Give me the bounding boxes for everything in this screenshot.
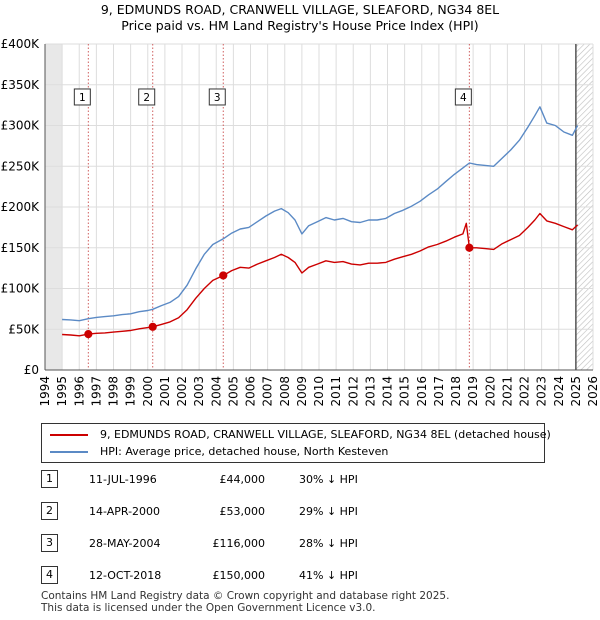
sale-hpi-diff: 28% ↓ HPI [299, 537, 358, 550]
legend-label-hpi: HPI: Average price, detached house, Nort… [100, 445, 389, 458]
y-tick-label: £350K [1, 78, 41, 92]
table-row: 2 14-APR-2000 £53,000 29% ↓ HPI [41, 502, 561, 522]
x-tick-label: 1994 [38, 376, 52, 407]
sale-hpi-diff: 30% ↓ HPI [299, 473, 358, 486]
sale-point [465, 243, 474, 252]
x-tick-label: 2000 [141, 376, 155, 407]
sale-number-box [138, 88, 156, 106]
x-tick-label: 2008 [278, 376, 292, 407]
y-tick-label: £50K [8, 322, 40, 336]
sale-price: £150,000 [212, 569, 266, 582]
x-tick-label: 1996 [72, 376, 86, 407]
y-tick-label: £100K [1, 282, 41, 296]
title-line-1: 9, EDMUNDS ROAD, CRANWELL VILLAGE, SLEAF… [100, 2, 500, 17]
sale-number-label: 2 [143, 92, 150, 104]
legend-label-property: 9, EDMUNDS ROAD, CRANWELL VILLAGE, SLEAF… [100, 428, 551, 441]
sale-number-label: 1 [79, 92, 86, 104]
sale-point [84, 330, 93, 339]
y-tick-label: £300K [1, 119, 41, 133]
x-tick-label: 2014 [381, 376, 395, 407]
sale-number: 1 [41, 470, 58, 488]
sale-number-label: 3 [214, 92, 221, 104]
price-chart: £0 £50K £100K £150K £200K £250K £300K £350K £400… [1, 37, 600, 407]
x-tick-label: 2002 [175, 376, 189, 407]
x-tick-label: 2005 [226, 376, 240, 407]
x-tick-label: 2022 [518, 376, 532, 407]
sale-price: £44,000 [219, 473, 266, 486]
x-tick-label: 2021 [500, 376, 514, 407]
hpi-line [62, 106, 579, 322]
chart-legend: 9, EDMUNDS ROAD, CRANWELL VILLAGE, SLEAF… [41, 423, 551, 463]
x-tick-label: 2015 [398, 376, 412, 407]
y-tick-label: £400K [1, 37, 41, 51]
x-tick-label: 1998 [107, 376, 121, 407]
sale-number-box [208, 88, 226, 106]
sale-number-box [73, 88, 91, 106]
sale-number: 2 [41, 502, 58, 520]
sale-date: 28-MAY-2004 [89, 537, 161, 550]
sale-point [219, 271, 228, 280]
legend-swatch-red [50, 434, 88, 436]
chart-title: 9, EDMUNDS ROAD, CRANWELL VILLAGE, SLEAF… [0, 2, 600, 34]
x-tick-label: 2019 [466, 376, 480, 407]
y-tick-label: £0 [24, 363, 39, 377]
x-tick-label: 1995 [55, 376, 69, 407]
x-tick-label: 2010 [312, 376, 326, 407]
x-tick-label: 1999 [124, 376, 138, 407]
footer-line-1: Contains HM Land Registry data © Crown c… [41, 590, 450, 602]
x-tick-label: 2024 [552, 376, 566, 407]
table-row: 1 11-JUL-1996 £44,000 30% ↓ HPI [41, 470, 561, 490]
sale-number-box [454, 88, 472, 106]
x-tick-label: 2003 [192, 376, 206, 407]
x-tick-label: 2013 [363, 376, 377, 407]
sale-number: 4 [41, 566, 58, 584]
sale-number-label: 4 [460, 92, 467, 104]
x-tick-label: 2001 [158, 376, 172, 407]
sale-point [148, 322, 157, 331]
x-tick-label: 2011 [329, 376, 343, 407]
x-tick-label: 2007 [261, 376, 275, 407]
x-tick-label: 2006 [244, 376, 258, 407]
sale-number: 3 [41, 534, 58, 552]
x-tick-label: 1997 [89, 376, 103, 407]
y-tick-label: £250K [1, 159, 41, 173]
sale-hpi-diff: 41% ↓ HPI [299, 569, 358, 582]
title-line-2: Price paid vs. HM Land Registry's House … [121, 18, 479, 33]
table-row: 4 12-OCT-2018 £150,000 41% ↓ HPI [41, 566, 561, 586]
sale-hpi-diff: 29% ↓ HPI [299, 505, 358, 518]
y-tick-label: £150K [1, 241, 41, 255]
sale-price: £116,000 [212, 537, 266, 550]
y-tick-label: £200K [1, 200, 41, 214]
x-tick-label: 2025 [569, 376, 583, 407]
footer-line-2: This data is licensed under the Open Gov… [41, 602, 376, 614]
sale-price: £53,000 [219, 505, 266, 518]
x-tick-label: 2026 [586, 376, 600, 407]
x-tick-label: 2018 [449, 376, 463, 407]
footer-attribution: Contains HM Land Registry data © Crown c… [41, 590, 449, 614]
sale-date: 11-JUL-1996 [89, 473, 157, 486]
x-tick-label: 2023 [535, 376, 549, 407]
legend-swatch-blue [50, 451, 88, 453]
sale-date: 14-APR-2000 [89, 505, 161, 518]
x-tick-label: 2009 [295, 376, 309, 407]
sale-date: 12-OCT-2018 [89, 569, 162, 582]
x-tick-label: 2016 [415, 376, 429, 407]
x-tick-label: 2012 [346, 376, 360, 407]
table-row: 3 28-MAY-2004 £116,000 28% ↓ HPI [41, 534, 561, 554]
x-tick-label: 2020 [483, 376, 497, 407]
x-tick-label: 2017 [432, 376, 446, 407]
x-tick-label: 2004 [209, 376, 223, 407]
